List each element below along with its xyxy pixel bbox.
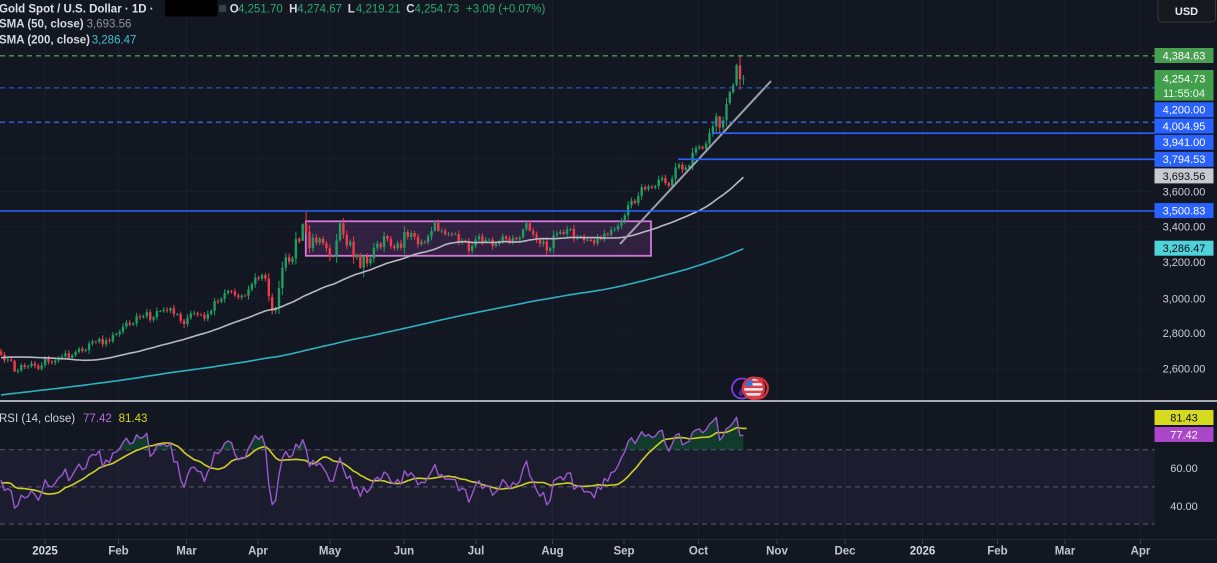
svg-text:Gold Spot / U.S. Dollar · 1D ·: Gold Spot / U.S. Dollar · 1D · — [0, 4, 154, 16]
svg-text:+3.09 (+0.07%): +3.09 (+0.07%) — [466, 4, 545, 16]
svg-text:Mar: Mar — [1055, 546, 1076, 558]
svg-text:2026: 2026 — [910, 546, 936, 558]
svg-text:Jul: Jul — [468, 546, 485, 558]
svg-text:H: H — [289, 4, 297, 16]
svg-text:SMA (200, close): SMA (200, close) — [0, 35, 90, 47]
svg-text:11:55:04: 11:55:04 — [1163, 88, 1205, 100]
svg-text:Dec: Dec — [834, 546, 856, 558]
svg-text:3,000.00: 3,000.00 — [1163, 293, 1206, 305]
svg-text:O: O — [230, 4, 239, 16]
svg-text:USD: USD — [1175, 6, 1198, 18]
svg-text:4,384.63: 4,384.63 — [1163, 50, 1206, 62]
svg-text:77.42: 77.42 — [1170, 429, 1198, 441]
svg-text:SMA (50, close): SMA (50, close) — [0, 18, 84, 30]
svg-text:4,251.70: 4,251.70 — [238, 4, 283, 16]
svg-text:81.43: 81.43 — [1170, 412, 1198, 424]
svg-text:4,219.21: 4,219.21 — [356, 4, 401, 16]
svg-text:4,254.73: 4,254.73 — [415, 4, 460, 16]
svg-text:2,800.00: 2,800.00 — [1163, 328, 1206, 340]
svg-text:3,286.47: 3,286.47 — [92, 35, 137, 47]
svg-text:60.00: 60.00 — [1170, 463, 1198, 475]
svg-text:Sep: Sep — [613, 546, 634, 558]
svg-text:Apr: Apr — [248, 546, 268, 558]
svg-text:May: May — [319, 546, 342, 558]
svg-text:Nov: Nov — [766, 546, 788, 558]
svg-text:L: L — [348, 4, 355, 16]
svg-text:Oct: Oct — [689, 546, 708, 558]
svg-text:Feb: Feb — [987, 546, 1007, 558]
svg-text:3,693.56: 3,693.56 — [1163, 171, 1206, 183]
svg-text:3,600.00: 3,600.00 — [1163, 186, 1206, 198]
svg-text:40.00: 40.00 — [1170, 501, 1198, 513]
svg-text:3,941.00: 3,941.00 — [1163, 137, 1206, 149]
svg-text:3,286.47: 3,286.47 — [1163, 243, 1206, 255]
svg-text:4,274.67: 4,274.67 — [297, 4, 342, 16]
svg-text:2,600.00: 2,600.00 — [1163, 364, 1206, 376]
svg-text:3,400.00: 3,400.00 — [1163, 222, 1206, 234]
svg-text:Aug: Aug — [541, 546, 563, 558]
svg-text:4,200.00: 4,200.00 — [1163, 105, 1206, 117]
svg-text:Jun: Jun — [394, 546, 414, 558]
svg-text:77.42: 77.42 — [83, 413, 112, 425]
svg-text:3,794.53: 3,794.53 — [1163, 154, 1206, 166]
svg-text:Apr: Apr — [1131, 546, 1151, 558]
svg-text:4,254.73: 4,254.73 — [1163, 73, 1206, 85]
svg-text:2025: 2025 — [32, 546, 58, 558]
svg-text:RSI (14, close): RSI (14, close) — [0, 413, 75, 425]
svg-text:3,500.83: 3,500.83 — [1163, 206, 1206, 218]
svg-text:4,004.95: 4,004.95 — [1163, 121, 1206, 133]
svg-text:3,693.56: 3,693.56 — [87, 18, 132, 30]
svg-text:Feb: Feb — [108, 546, 128, 558]
svg-text:Mar: Mar — [176, 546, 197, 558]
svg-text:81.43: 81.43 — [119, 413, 148, 425]
svg-text:C: C — [406, 4, 414, 16]
svg-text:3,200.00: 3,200.00 — [1163, 257, 1206, 269]
